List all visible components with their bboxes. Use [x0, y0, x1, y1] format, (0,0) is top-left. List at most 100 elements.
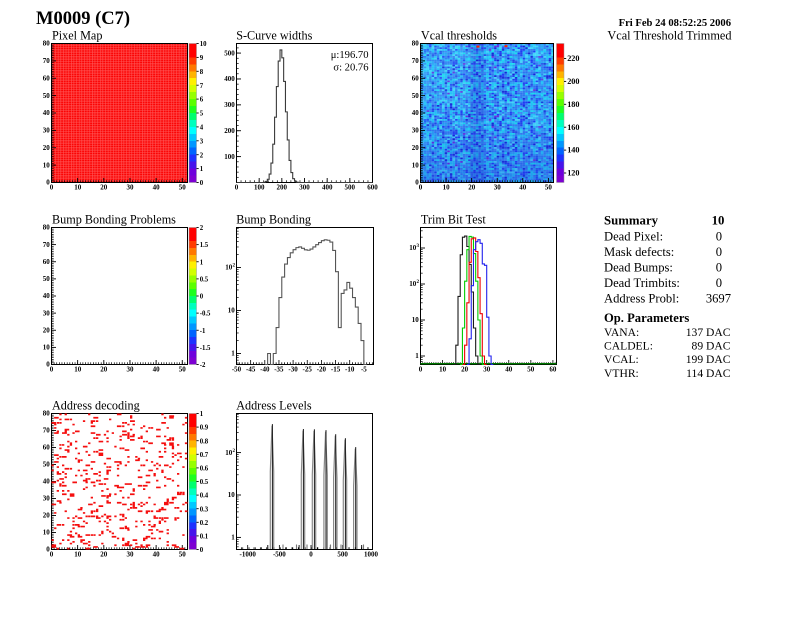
svg-text:70: 70: [43, 427, 51, 435]
svg-text:-35: -35: [274, 366, 284, 374]
svg-text:-45: -45: [246, 366, 256, 374]
svg-text:10: 10: [712, 214, 725, 228]
svg-text:10: 10: [409, 244, 417, 252]
svg-text:0: 0: [716, 229, 722, 243]
svg-text:0: 0: [235, 184, 239, 192]
svg-text:10: 10: [225, 264, 233, 272]
svg-text:200: 200: [277, 184, 288, 192]
svg-text:0: 0: [415, 179, 419, 187]
svg-text:1.5: 1.5: [200, 242, 209, 249]
svg-text:-1000: -1000: [240, 551, 257, 559]
svg-text:20: 20: [461, 366, 469, 374]
svg-text:20: 20: [100, 184, 108, 192]
svg-text:Summary: Summary: [604, 214, 659, 228]
svg-text:50: 50: [527, 366, 535, 374]
svg-text:0.6: 0.6: [200, 466, 209, 473]
svg-text:30: 30: [43, 127, 51, 135]
svg-text:0: 0: [716, 276, 722, 290]
svg-text:30: 30: [43, 309, 51, 317]
svg-text:300: 300: [224, 101, 235, 109]
svg-text:Fri Feb 24 08:52:25 2006: Fri Feb 24 08:52:25 2006: [619, 18, 731, 29]
svg-text:0: 0: [50, 184, 54, 192]
svg-text:-1: -1: [200, 328, 206, 335]
svg-text:9: 9: [200, 55, 204, 62]
svg-text:10: 10: [43, 344, 51, 352]
svg-text:0: 0: [200, 547, 204, 554]
svg-text:1: 1: [200, 411, 204, 418]
svg-text:10: 10: [43, 161, 51, 169]
svg-text:200: 200: [567, 77, 579, 86]
svg-text:Bump Bonding Problems: Bump Bonding Problems: [52, 213, 176, 227]
svg-text:-1.5: -1.5: [200, 345, 211, 352]
svg-text:2: 2: [233, 263, 236, 269]
svg-text:8: 8: [200, 69, 204, 76]
svg-text:Pixel Map: Pixel Map: [52, 29, 102, 43]
svg-text:50: 50: [43, 92, 51, 100]
svg-text:10: 10: [412, 161, 420, 169]
svg-text:80: 80: [412, 40, 420, 48]
svg-text:30: 30: [483, 366, 491, 374]
svg-text:1: 1: [200, 166, 204, 173]
svg-text:2: 2: [200, 152, 204, 159]
svg-text:CALDEL:: CALDEL:: [604, 340, 653, 353]
svg-text:70: 70: [412, 57, 420, 65]
svg-text:1: 1: [200, 259, 204, 266]
svg-text:40: 40: [412, 109, 420, 117]
svg-text:0: 0: [46, 361, 50, 369]
svg-text:40: 40: [153, 366, 161, 374]
svg-text:VTHR:: VTHR:: [604, 367, 639, 380]
svg-text:114 DAC: 114 DAC: [686, 367, 731, 380]
svg-text:220: 220: [567, 54, 579, 63]
svg-text:10: 10: [74, 366, 82, 374]
svg-text:Address Probl:: Address Probl:: [604, 291, 679, 305]
svg-text:70: 70: [43, 57, 51, 65]
svg-text:0.5: 0.5: [200, 277, 209, 284]
svg-text:-15: -15: [331, 366, 341, 374]
svg-text:50: 50: [412, 92, 420, 100]
svg-text:Address decoding: Address decoding: [52, 399, 140, 413]
svg-text:50: 50: [43, 275, 51, 283]
svg-text:100: 100: [254, 184, 265, 192]
svg-text:20: 20: [43, 144, 51, 152]
svg-text:Dead Trimbits:: Dead Trimbits:: [604, 276, 680, 290]
svg-text:50: 50: [179, 184, 187, 192]
svg-text:0.3: 0.3: [200, 506, 209, 513]
svg-text:20: 20: [43, 512, 51, 520]
svg-text:50: 50: [179, 366, 187, 374]
svg-text:20: 20: [412, 144, 420, 152]
svg-text:2: 2: [233, 448, 236, 454]
svg-text:40: 40: [153, 551, 161, 559]
svg-text:0: 0: [309, 551, 313, 559]
svg-text:30: 30: [127, 551, 135, 559]
svg-text:20: 20: [100, 366, 108, 374]
svg-text:3697: 3697: [706, 291, 731, 305]
svg-text:7: 7: [200, 83, 204, 90]
svg-text:80: 80: [43, 224, 51, 232]
svg-text:μ:196.70: μ:196.70: [331, 50, 369, 61]
svg-text:0.1: 0.1: [200, 534, 209, 541]
svg-text:0: 0: [200, 180, 204, 187]
svg-text:10: 10: [74, 551, 82, 559]
svg-text:-5: -5: [361, 366, 367, 374]
svg-text:-10: -10: [345, 366, 355, 374]
svg-text:-50: -50: [232, 366, 242, 374]
svg-text:30: 30: [494, 184, 502, 192]
svg-text:10: 10: [439, 366, 447, 374]
svg-text:10: 10: [225, 449, 233, 457]
svg-text:M0009 (C7): M0009 (C7): [36, 9, 130, 29]
svg-text:80: 80: [43, 40, 51, 48]
svg-text:VCAL:: VCAL:: [604, 353, 639, 366]
svg-text:400: 400: [322, 184, 333, 192]
svg-text:Vcal Threshold Trimmed: Vcal Threshold Trimmed: [607, 29, 731, 43]
svg-text:0: 0: [200, 294, 204, 301]
svg-text:1: 1: [415, 352, 419, 360]
svg-text:160: 160: [567, 123, 579, 132]
svg-text:30: 30: [127, 366, 135, 374]
svg-text:10: 10: [228, 491, 236, 499]
svg-text:40: 40: [43, 292, 51, 300]
svg-text:500: 500: [345, 184, 356, 192]
svg-text:Bump Bonding: Bump Bonding: [236, 213, 311, 227]
svg-text:50: 50: [179, 551, 187, 559]
svg-text:40: 40: [43, 109, 51, 117]
svg-text:0.2: 0.2: [200, 520, 209, 527]
